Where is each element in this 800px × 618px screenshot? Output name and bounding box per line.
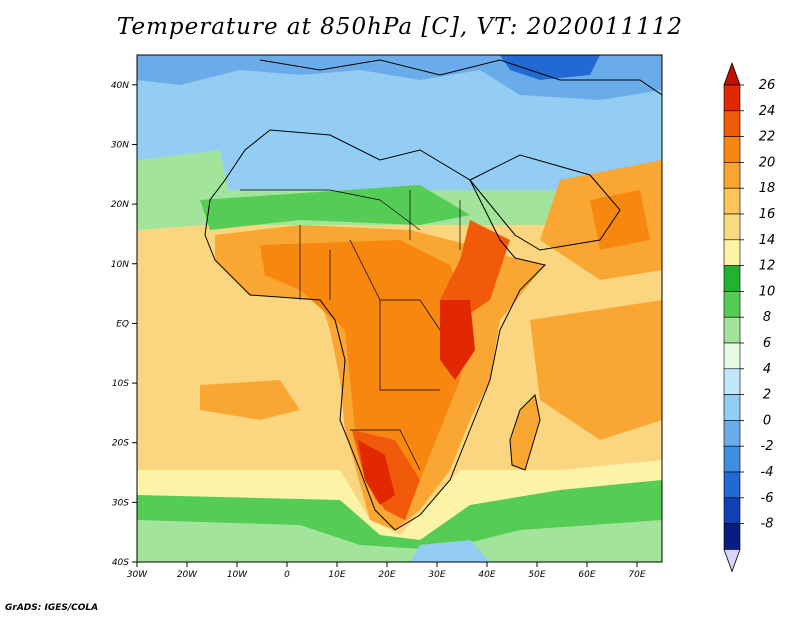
colorbar-label: 8 [763, 310, 771, 325]
lat-tick-label: 10S [112, 379, 129, 389]
colorbar-bottom-arrow [723, 549, 741, 573]
colorbar-swatch [723, 136, 741, 163]
colorbar-swatch [723, 110, 741, 137]
colorbar-label: 12 [759, 259, 776, 274]
europe-outline [259, 59, 662, 96]
field-namibia-hottest [358, 440, 395, 505]
colorbar-label: 6 [763, 336, 771, 351]
colorbar-swatch [723, 213, 741, 241]
lon-tick-label: 30E [428, 570, 445, 580]
colorbar-swatch [723, 291, 741, 318]
colorbar-swatch [723, 187, 741, 215]
colorbar-label: -2 [761, 439, 774, 454]
lon-tick-label: 20E [378, 570, 395, 580]
colorbar-swatch [723, 162, 741, 189]
lon-tick-label: 10W [227, 570, 248, 580]
lat-tick-label: 40N [111, 81, 129, 91]
colorbar-label: -8 [761, 517, 774, 532]
field-africa-inner [260, 240, 470, 510]
colorbar-swatch [723, 316, 741, 344]
lat-tick-label: 30N [111, 140, 129, 150]
colorbar-label: 10 [759, 284, 776, 299]
colorbar-swatch [723, 342, 741, 370]
colorbar-top-arrow [723, 61, 741, 86]
colorbar-label: 16 [759, 207, 776, 222]
longitude-axis: 30W 20W 10W 0 10E 20E 30E 40E 50E 60E 70E [127, 562, 646, 580]
field-arabia-hot [590, 190, 650, 250]
lon-tick-label: 40E [478, 570, 495, 580]
colorbar-swatch [723, 523, 741, 550]
field-indian-warm [530, 300, 662, 440]
colorbar-label: 2 [763, 388, 771, 403]
field-lakes-hot [440, 300, 475, 380]
colorbar-label: 20 [759, 155, 776, 170]
lon-tick-label: 70E [628, 570, 645, 580]
lon-tick-label: 50E [528, 570, 545, 580]
lon-tick-label: 10E [328, 570, 345, 580]
field-ocean-warm-blob [200, 380, 300, 420]
lat-tick-label: 20N [111, 200, 129, 210]
lon-tick-label: 0 [284, 570, 290, 580]
colorbar-swatch [723, 445, 741, 473]
grads-credit: GrADS: IGES/COLA [5, 603, 99, 613]
colorbar-swatch [723, 265, 741, 292]
lat-tick-label: 40S [112, 558, 129, 568]
lat-tick-label: EQ [116, 319, 129, 329]
colorbar-label: 18 [759, 181, 776, 196]
colorbar-label: 24 [759, 104, 776, 119]
colorbar-swatch [723, 368, 741, 395]
africa-coastline [204, 129, 546, 531]
field-south-blue [410, 540, 490, 562]
latitude-axis: 40N 30N 20N 10N EQ 10S 20S 30S 40S [111, 81, 137, 568]
colorbar-label: -4 [761, 465, 774, 480]
lat-tick-label: 10N [111, 260, 129, 270]
colorbar-swatch [723, 84, 741, 112]
lat-tick-label: 20S [112, 439, 129, 449]
lon-tick-label: 60E [578, 570, 595, 580]
field-south-light-green [137, 520, 662, 562]
madagascar-outline [509, 393, 541, 471]
colorbar-swatch [723, 420, 741, 447]
lon-tick-label: 30W [127, 570, 148, 580]
colorbar-label: 14 [759, 233, 776, 248]
colorbar-label: 22 [759, 130, 776, 145]
colorbar-label: 4 [763, 362, 771, 377]
map-title: Temperature at 850hPa [C], VT: 202001111… [116, 14, 684, 40]
lon-tick-label: 20W [177, 570, 198, 580]
field-ethiopia-hot [440, 220, 510, 320]
temperature-field [137, 55, 662, 562]
colorbar-swatch [723, 239, 741, 266]
field-sahel-green [200, 185, 470, 230]
colorbar-label: -6 [761, 491, 774, 506]
arabia-outline [469, 154, 621, 251]
colorbar-swatch [723, 471, 741, 499]
plot-frame [136, 54, 663, 563]
colorbar-label: 26 [759, 78, 776, 93]
colorbar-swatch [723, 394, 741, 421]
field-europe-cold [500, 55, 600, 80]
lat-tick-label: 30S [112, 498, 129, 508]
country-borders [240, 189, 461, 471]
colorbar-swatch [723, 497, 741, 524]
colorbar-label: 0 [763, 413, 771, 428]
